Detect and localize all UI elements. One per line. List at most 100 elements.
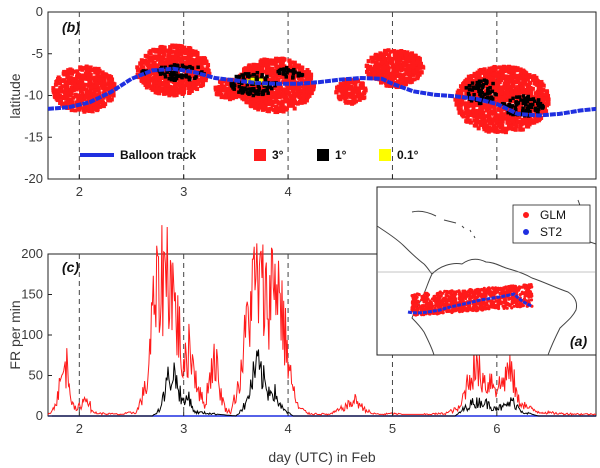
- point-1deg: [291, 76, 295, 80]
- point-1deg: [507, 102, 512, 107]
- point-3deg: [170, 43, 175, 48]
- inset-glm-point: [498, 288, 502, 292]
- point-3deg: [273, 95, 278, 100]
- point-3deg: [351, 89, 356, 94]
- point-3deg: [206, 63, 211, 68]
- point-3deg: [402, 67, 407, 72]
- inset-glm-point: [469, 291, 473, 295]
- point-3deg: [464, 82, 469, 87]
- panel-c-xlabel: day (UTC) in Feb: [268, 449, 376, 465]
- point-3deg: [500, 72, 505, 77]
- point-3deg: [93, 84, 98, 89]
- point-3deg: [496, 73, 501, 78]
- point-1deg: [281, 70, 286, 75]
- point-3deg: [520, 127, 525, 132]
- point-3deg: [399, 68, 404, 73]
- point-3deg: [416, 55, 421, 60]
- point-1deg: [296, 71, 301, 76]
- point-3deg: [176, 43, 181, 48]
- point-3deg: [488, 79, 493, 84]
- point-3deg: [500, 66, 505, 71]
- point-3deg: [74, 78, 79, 83]
- point-3deg: [273, 110, 278, 115]
- point-3deg: [136, 74, 141, 79]
- point-3deg: [76, 97, 81, 102]
- point-3deg: [501, 112, 506, 117]
- inset-glm-point: [479, 292, 483, 297]
- point-1deg: [522, 98, 526, 102]
- point-3deg: [399, 49, 404, 54]
- point-3deg: [483, 114, 488, 119]
- point-3deg: [166, 83, 171, 88]
- inset-glm-point: [527, 299, 531, 303]
- point-3deg: [89, 68, 94, 73]
- point-3deg: [95, 83, 100, 88]
- point-3deg: [187, 90, 192, 95]
- point-3deg: [481, 70, 486, 75]
- point-1deg: [529, 105, 534, 110]
- legend-st2-label: ST2: [540, 225, 562, 239]
- point-3deg: [506, 69, 511, 74]
- point-3deg: [265, 78, 270, 83]
- point-3deg: [85, 68, 90, 73]
- point-3deg: [111, 93, 116, 98]
- point-3deg: [417, 64, 422, 69]
- point-3deg: [62, 69, 67, 74]
- point-3deg: [304, 97, 309, 102]
- point-3deg: [404, 56, 409, 61]
- point-3deg: [86, 77, 91, 82]
- point-3deg: [174, 52, 179, 57]
- point-3deg: [84, 87, 89, 92]
- point-1deg: [291, 69, 296, 74]
- point-3deg: [177, 48, 182, 53]
- point-3deg: [93, 70, 98, 75]
- inset-glm-point: [447, 308, 451, 312]
- point-3deg: [158, 56, 163, 61]
- legend-track-label: Balloon track: [120, 148, 196, 162]
- point-3deg: [464, 89, 469, 94]
- point-3deg: [184, 50, 189, 55]
- point-3deg: [265, 68, 270, 73]
- point-1deg: [481, 95, 485, 99]
- point-3deg: [171, 80, 176, 85]
- point-3deg: [501, 129, 506, 134]
- point-3deg: [292, 106, 297, 111]
- point-3deg: [394, 60, 399, 65]
- y-tick-label: -10: [24, 88, 43, 103]
- point-1deg: [284, 75, 289, 79]
- point-3deg: [376, 57, 381, 62]
- point-1deg: [238, 88, 243, 93]
- point-3deg: [413, 53, 418, 58]
- point-3deg: [479, 103, 484, 108]
- point-3deg: [484, 83, 489, 88]
- point-3deg: [344, 89, 349, 94]
- point-3deg: [301, 88, 306, 93]
- point-1deg: [466, 91, 471, 96]
- point-3deg: [279, 64, 284, 69]
- point-3deg: [281, 57, 286, 62]
- point-3deg: [264, 100, 269, 105]
- point-3deg: [379, 60, 384, 65]
- point-3deg: [458, 109, 463, 114]
- point-3deg: [289, 60, 294, 65]
- point-3deg: [306, 70, 311, 75]
- point-3deg: [485, 127, 490, 132]
- point-3deg: [541, 88, 546, 93]
- point-1deg: [470, 88, 475, 92]
- point-3deg: [230, 96, 235, 101]
- legend-glm-swatch: [523, 212, 529, 218]
- point-3deg: [360, 85, 365, 90]
- point-3deg: [247, 63, 252, 68]
- point-3deg: [501, 95, 506, 100]
- point-1deg: [234, 74, 239, 79]
- inset-glm-point: [439, 294, 443, 298]
- legend-1deg-swatch: [317, 149, 329, 161]
- point-3deg: [474, 78, 479, 83]
- point-3deg: [253, 63, 258, 68]
- point-3deg: [53, 88, 58, 93]
- point-3deg: [306, 75, 311, 80]
- point-3deg: [243, 83, 248, 88]
- point-3deg: [291, 92, 296, 97]
- point-3deg: [464, 119, 469, 124]
- point-3deg: [499, 97, 504, 102]
